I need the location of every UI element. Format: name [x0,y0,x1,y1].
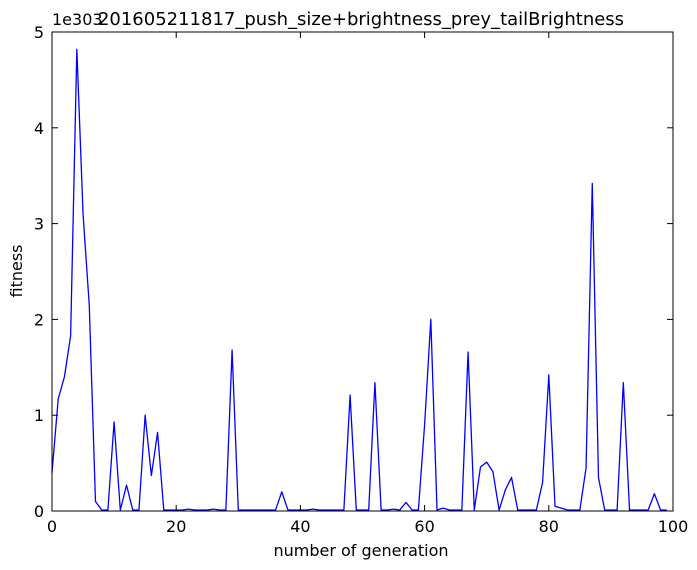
y-tick-label: 5 [34,23,44,42]
plot-content [51,48,667,511]
x-tick-label: 60 [414,517,434,536]
y-tick-label: 4 [34,119,44,138]
y-tick-label: 2 [34,310,44,329]
x-tick-label: 0 [47,517,57,536]
x-axis-label: number of generation [273,541,448,560]
y-axis-label: fitness [7,244,26,297]
x-tick-label: 80 [539,517,559,536]
x-tick-label: 20 [166,517,186,536]
chart-title: 201605211817_push_size+brightness_prey_t… [98,9,624,30]
x-tick-label: 40 [290,517,310,536]
axis-ticks: 0 20 40 60 80 100 0 1 2 3 4 5 [34,23,688,536]
y-axis-offset-label: 1e303 [52,10,103,29]
y-tick-label: 3 [34,215,44,234]
y-tick-label: 1 [34,406,44,425]
y-tick-label: 0 [34,502,44,521]
x-tick-label: 100 [658,517,689,536]
plot-frame [51,31,674,512]
series-line-0 [51,48,667,511]
